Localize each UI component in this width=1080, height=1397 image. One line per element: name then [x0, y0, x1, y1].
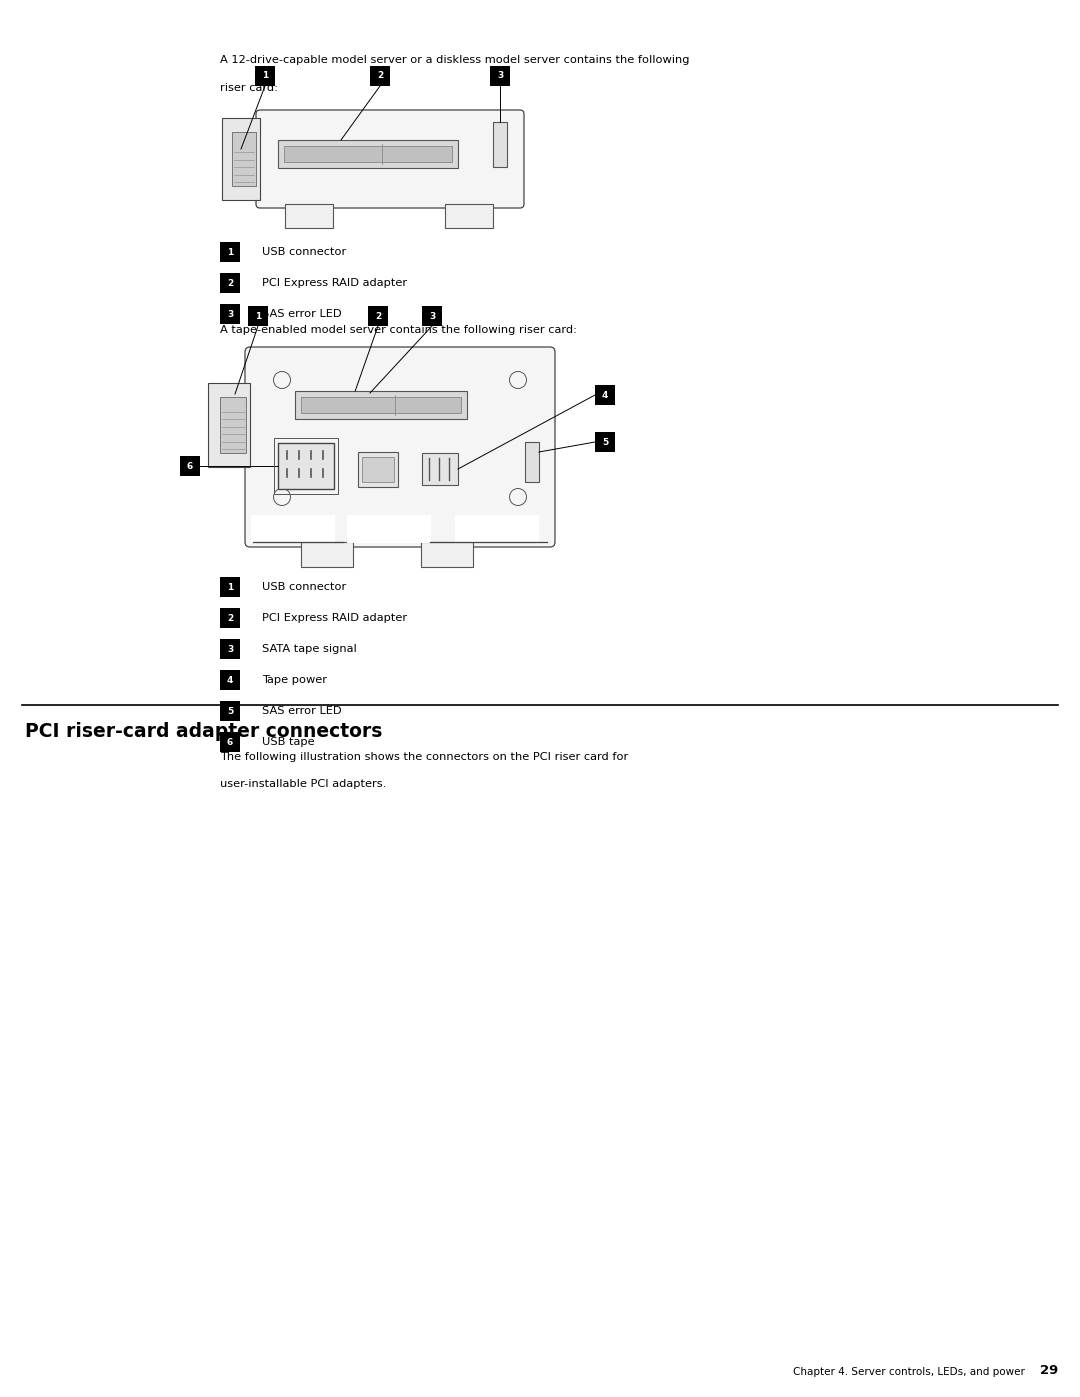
Text: A 12-drive-capable model server or a diskless model server contains the followin: A 12-drive-capable model server or a dis… [220, 54, 689, 66]
Text: The following illustration shows the connectors on the PCI riser card for: The following illustration shows the con… [220, 752, 629, 761]
Text: 1: 1 [261, 71, 268, 81]
Bar [368, 306, 388, 326]
Bar [525, 441, 539, 482]
FancyBboxPatch shape [256, 110, 524, 208]
Bar [255, 66, 275, 87]
Text: 3: 3 [227, 310, 233, 319]
Bar [295, 391, 467, 419]
Bar [222, 117, 260, 200]
Text: PCI Express RAID adapter: PCI Express RAID adapter [262, 613, 407, 623]
Text: A tape-enabled model server contains the following riser card:: A tape-enabled model server contains the… [220, 326, 577, 335]
Text: Tape power: Tape power [262, 675, 327, 685]
Bar [278, 140, 458, 168]
Bar [278, 443, 334, 489]
Bar [492, 122, 507, 166]
Text: 4: 4 [227, 676, 233, 685]
Bar [362, 457, 394, 482]
FancyBboxPatch shape [245, 346, 555, 548]
Bar [220, 242, 240, 263]
Bar [347, 515, 431, 543]
Bar [220, 671, 240, 690]
Text: 2: 2 [227, 278, 233, 288]
Bar [284, 147, 453, 162]
Bar [595, 386, 615, 405]
Text: SAS error LED: SAS error LED [262, 309, 341, 319]
Bar [357, 453, 399, 488]
Bar [301, 397, 461, 414]
Bar [220, 305, 240, 324]
Text: 3: 3 [227, 644, 233, 654]
Bar [232, 131, 256, 186]
Text: 2: 2 [377, 71, 383, 81]
Bar [455, 515, 539, 543]
Text: Chapter 4. Server controls, LEDs, and power: Chapter 4. Server controls, LEDs, and po… [793, 1368, 1025, 1377]
Text: user-installable PCI adapters.: user-installable PCI adapters. [220, 780, 387, 789]
Text: 1: 1 [227, 247, 233, 257]
Text: USB connector: USB connector [262, 583, 347, 592]
Bar [422, 306, 442, 326]
Bar [220, 732, 240, 752]
Text: 2: 2 [375, 312, 381, 320]
Bar [180, 455, 200, 476]
Bar [248, 306, 268, 326]
Text: USB connector: USB connector [262, 247, 347, 257]
Text: 6: 6 [187, 461, 193, 471]
Bar [445, 204, 492, 228]
Bar [220, 272, 240, 293]
Bar [220, 608, 240, 629]
Text: SATA tape signal: SATA tape signal [262, 644, 356, 654]
Bar [370, 66, 390, 87]
Text: 6: 6 [227, 738, 233, 746]
Text: riser card:: riser card: [220, 82, 278, 94]
Bar [274, 439, 338, 495]
Text: 4: 4 [602, 391, 608, 400]
Bar [220, 397, 246, 453]
Bar [301, 542, 353, 567]
Bar [595, 432, 615, 453]
Bar [490, 66, 510, 87]
Text: 2: 2 [227, 613, 233, 623]
Bar [208, 383, 249, 467]
Bar [285, 204, 333, 228]
Text: PCI riser-card adapter connectors: PCI riser-card adapter connectors [25, 722, 382, 740]
Bar [220, 577, 240, 597]
Text: 1: 1 [227, 583, 233, 591]
Text: 1: 1 [255, 312, 261, 320]
Text: PCI Express RAID adapter: PCI Express RAID adapter [262, 278, 407, 288]
Bar [220, 638, 240, 659]
Text: 3: 3 [429, 312, 435, 320]
Bar [422, 453, 458, 485]
Text: 3: 3 [497, 71, 503, 81]
Text: 5: 5 [602, 437, 608, 447]
Text: 29: 29 [1040, 1363, 1058, 1377]
Text: SAS error LED: SAS error LED [262, 705, 341, 717]
Text: USB tape: USB tape [262, 738, 314, 747]
Text: 5: 5 [227, 707, 233, 715]
Bar [421, 542, 473, 567]
Bar [220, 701, 240, 721]
Bar [251, 515, 335, 543]
